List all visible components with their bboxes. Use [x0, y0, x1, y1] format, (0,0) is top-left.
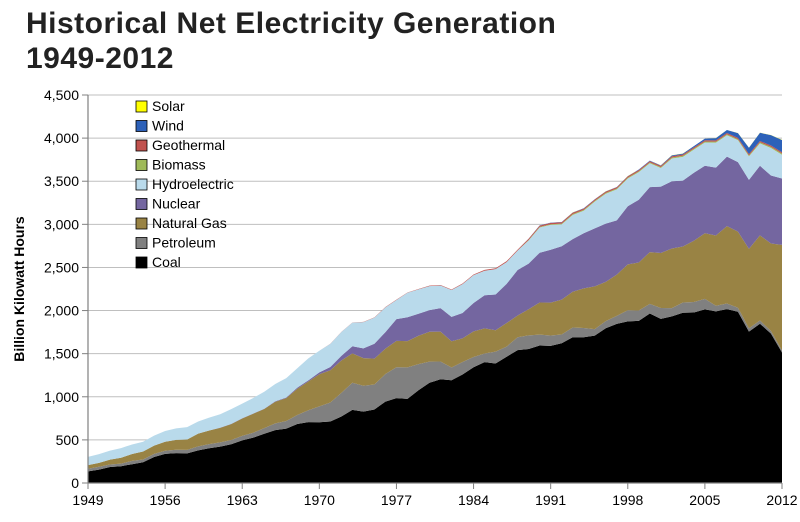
legend-label: Geothermal: [152, 137, 225, 153]
x-tick-label: 1977: [381, 492, 412, 508]
x-tick-label: 1998: [612, 492, 643, 508]
legend-swatch: [136, 140, 147, 151]
y-tick-label: 4,500: [44, 87, 79, 103]
y-tick-label: 0: [71, 475, 79, 491]
y-tick-label: 1,000: [44, 389, 79, 405]
legend-label: Petroleum: [152, 235, 216, 251]
x-tick-label: 1991: [535, 492, 566, 508]
legend-swatch: [136, 160, 147, 171]
legend-swatch: [136, 121, 147, 132]
y-tick-label: 500: [56, 432, 80, 448]
x-tick-label: 1963: [227, 492, 258, 508]
x-tick-label: 1956: [150, 492, 181, 508]
legend-label: Wind: [152, 118, 184, 134]
y-tick-label: 3,000: [44, 216, 79, 232]
legend-label: Hydroelectric: [152, 176, 234, 192]
y-tick-label: 2,000: [44, 303, 79, 319]
y-tick-label: 4,000: [44, 130, 79, 146]
x-tick-label: 1949: [72, 492, 103, 508]
generation-area-chart: 0 500 1,000 1,500 2,000 2,500 3,000 3,500 4,000 4…: [0, 85, 800, 515]
y-axis-label: Billion Kilowatt Hours: [11, 216, 27, 362]
legend-label: Solar: [152, 98, 185, 114]
legend-label: Nuclear: [152, 196, 201, 212]
page-title: Historical Net Electricity Generation 19…: [26, 6, 556, 77]
legend-swatch: [136, 218, 147, 229]
y-tick-label: 2,500: [44, 259, 79, 275]
x-tick-label: 2012: [766, 492, 797, 508]
legend-swatch: [136, 101, 147, 112]
x-tick-label: 1984: [458, 492, 489, 508]
legend-swatch: [136, 199, 147, 210]
y-tick-label: 3,500: [44, 173, 79, 189]
x-tick-label: 2005: [689, 492, 720, 508]
x-tick-label: 1970: [304, 492, 335, 508]
legend-swatch: [136, 238, 147, 249]
legend-swatch: [136, 257, 147, 268]
legend-label: Biomass: [152, 157, 206, 173]
legend-label: Natural Gas: [152, 215, 227, 231]
legend-swatch: [136, 179, 147, 190]
legend-label: Coal: [152, 254, 181, 270]
y-tick-label: 1,500: [44, 346, 79, 362]
